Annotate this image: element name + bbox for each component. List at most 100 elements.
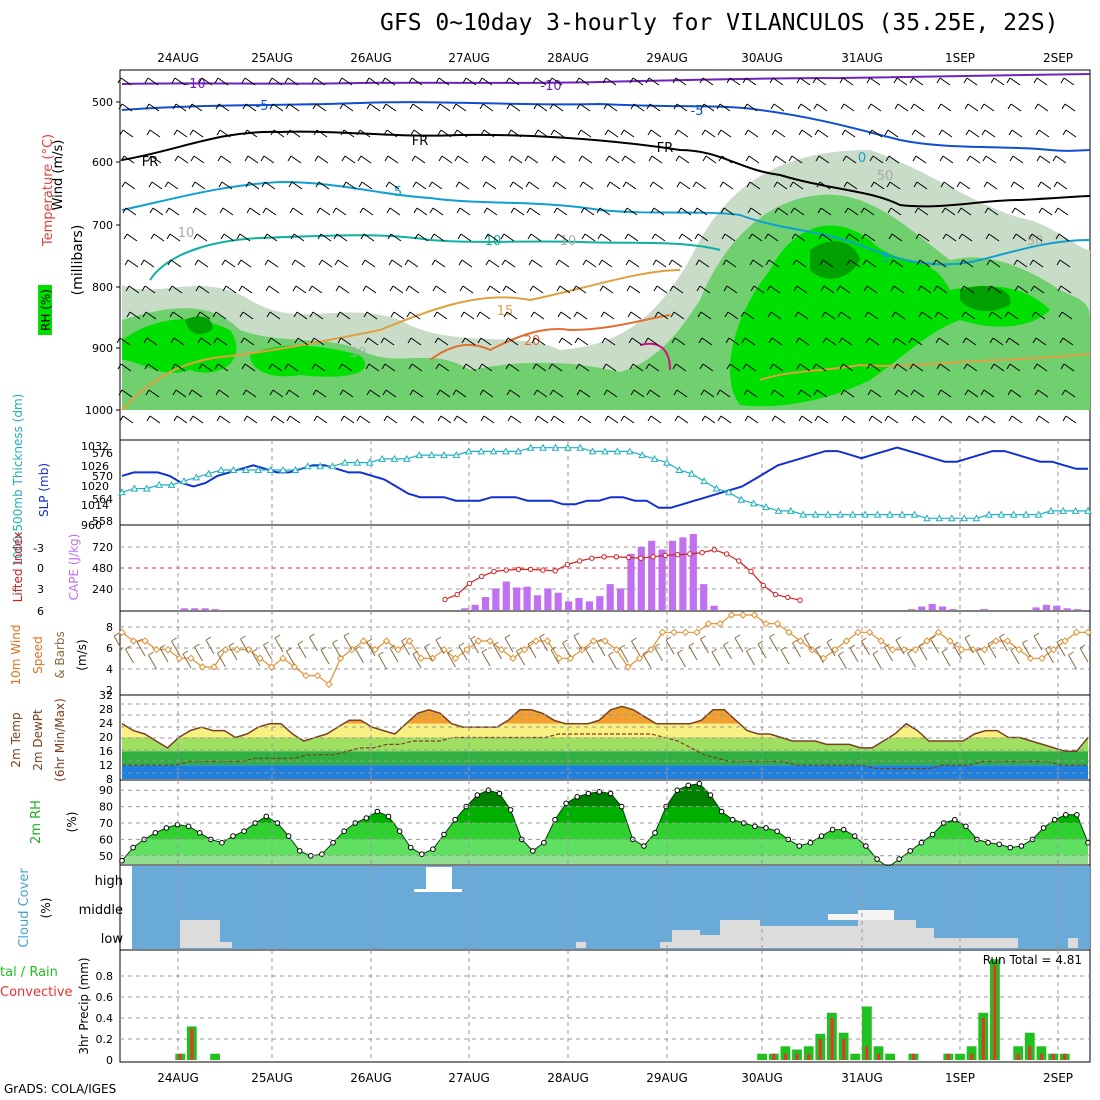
wind-barb (294, 337, 309, 346)
wind-barb (941, 207, 956, 216)
wind-speed-marker (1072, 628, 1081, 637)
surface-wind-barb (136, 638, 146, 657)
contour-label: 20 (524, 334, 541, 349)
wind-barb (698, 337, 713, 346)
wind-barb (263, 233, 278, 242)
wind-barb (1055, 233, 1070, 242)
wind-speed-marker (532, 637, 540, 645)
wind-barb (750, 285, 765, 294)
low-cloud-block (220, 942, 232, 948)
wind-speed-marker (796, 637, 805, 645)
surface-wind-barb (355, 645, 364, 664)
wind-barb (700, 389, 715, 398)
bottom-date-label: 31AUG (841, 1071, 883, 1085)
surface-wind-barb (780, 646, 790, 665)
rh-marker (541, 839, 547, 846)
wind-barb (1057, 285, 1072, 294)
wind-barb (670, 311, 685, 320)
low-cloud-block (660, 942, 672, 948)
wind-barb (485, 259, 500, 268)
rh-marker (774, 828, 780, 835)
wind-barb (482, 181, 497, 190)
bottom-date-label: 28AUG (547, 1071, 589, 1085)
surface-wind-barb (1045, 645, 1054, 664)
thickness-marker (551, 443, 560, 451)
wind-barb (961, 311, 976, 320)
rh-marker (441, 831, 447, 838)
wind-barb (840, 389, 855, 398)
wind-barb (507, 129, 522, 138)
surface-wind-barb (217, 649, 226, 668)
wind-barb (435, 363, 450, 372)
wind-barb (938, 415, 953, 424)
lifted-index-marker (503, 567, 509, 573)
wind-barb (647, 415, 662, 424)
surface-wind-barb (734, 634, 744, 653)
wind-barb (598, 259, 613, 268)
cape-bar (1032, 607, 1040, 610)
wind-barb (144, 363, 159, 372)
wind-barb (647, 129, 662, 138)
slp-axis-label: SLP (mb) (37, 463, 51, 517)
thickness-marker (341, 458, 349, 466)
wind-barb (884, 415, 899, 424)
contour-label: 50 (350, 346, 367, 361)
thickness-marker (997, 510, 1006, 518)
thickness-marker (737, 495, 746, 503)
bottom-date-label: 1SEP (945, 1071, 975, 1085)
wind-barb (846, 259, 861, 268)
wind-barb (431, 259, 446, 268)
wind-barb (462, 77, 477, 86)
wind-barb (693, 207, 708, 216)
wind-barb (366, 389, 381, 398)
surface-wind-barb (263, 641, 272, 660)
wind-barb (672, 77, 687, 86)
wind-barb (458, 259, 473, 268)
cloud-level-label: middle (79, 903, 123, 918)
wind-barb (341, 155, 356, 164)
wind-barb (119, 129, 134, 138)
surface-wind-barb (435, 636, 445, 655)
precip-convective-bar (807, 1053, 811, 1060)
wind-speed-marker (681, 628, 690, 637)
lifted-index-marker (797, 597, 803, 603)
wind-speed-marker (923, 637, 931, 645)
wind-barb (217, 155, 232, 164)
rh-marker (130, 844, 136, 851)
wind-barb (270, 415, 285, 424)
cape-bar (1053, 605, 1061, 610)
wind-speed-marker (888, 645, 897, 654)
contour-line (429, 314, 671, 361)
wind10-barbs-label: & Barbs (53, 631, 67, 679)
wind-speed-marker (739, 611, 747, 619)
precip-convective-bar (190, 1028, 194, 1060)
wind-barb (505, 77, 520, 86)
wind-barb (148, 181, 163, 190)
wind-barb (477, 337, 492, 346)
wind-barb (1060, 77, 1075, 86)
wind-barb (313, 415, 328, 424)
slp-tick-label: 1032 (81, 440, 109, 453)
wind-barb (720, 207, 735, 216)
wind-barb (532, 363, 547, 372)
wind-barb (694, 233, 709, 242)
surface-wind-barb (470, 635, 479, 654)
wind-speed-marker (267, 663, 276, 671)
rh-marker (896, 856, 903, 862)
temp-tick-label: 16 (99, 745, 113, 758)
wind-barb (504, 337, 519, 346)
wind-barb (213, 337, 228, 346)
wind-barb (624, 233, 639, 242)
wind-barb (939, 155, 954, 164)
low-cloud-block (916, 928, 934, 948)
wind-barb (935, 337, 950, 346)
wind-barb (892, 337, 907, 346)
thickness-marker (576, 443, 585, 451)
lifted-index-marker (454, 591, 460, 598)
wind-barb (267, 337, 282, 346)
thickness-marker (477, 447, 485, 455)
rh-marker (496, 790, 503, 797)
wind-barb (317, 233, 332, 242)
top-date-label: 25AUG (251, 51, 293, 65)
top-date-label: 31AUG (841, 51, 883, 65)
